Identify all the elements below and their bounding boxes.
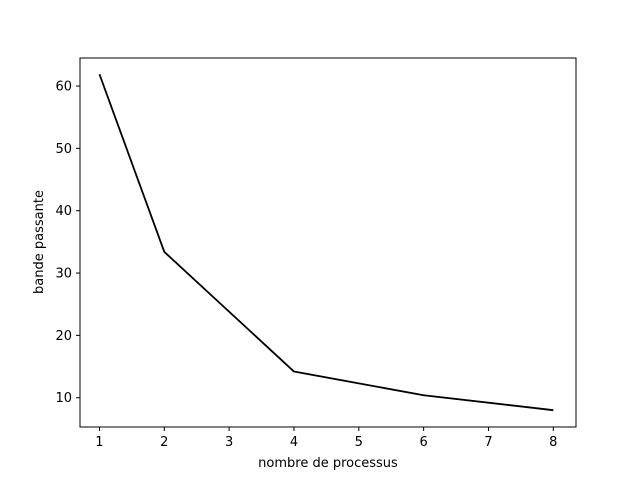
x-tick-label: 6 <box>419 435 427 450</box>
plot-frame <box>79 57 577 428</box>
y-tick-label: 10 <box>55 391 72 406</box>
x-tick-label: 3 <box>225 435 233 450</box>
plot-background <box>80 58 576 427</box>
y-axis-ticks: 10 20 30 40 50 60 <box>55 80 80 406</box>
y-tick-label: 60 <box>55 80 72 95</box>
x-tick-label: 4 <box>290 435 298 450</box>
x-tick-label: 2 <box>160 435 168 450</box>
y-tick-label: 40 <box>55 204 72 219</box>
x-tick-label: 1 <box>95 435 103 450</box>
x-tick-label: 5 <box>355 435 363 450</box>
x-axis-label: nombre de processus <box>258 456 398 471</box>
x-axis-ticks: 1 2 3 4 5 6 7 8 <box>95 427 557 450</box>
x-tick-label: 7 <box>484 435 492 450</box>
y-tick-label: 20 <box>55 329 72 344</box>
y-tick-label: 50 <box>55 142 72 157</box>
y-tick-label: 30 <box>55 267 72 282</box>
x-tick-label: 8 <box>549 435 557 450</box>
y-axis-label: bande passante <box>32 190 47 294</box>
series-line <box>98 73 554 412</box>
